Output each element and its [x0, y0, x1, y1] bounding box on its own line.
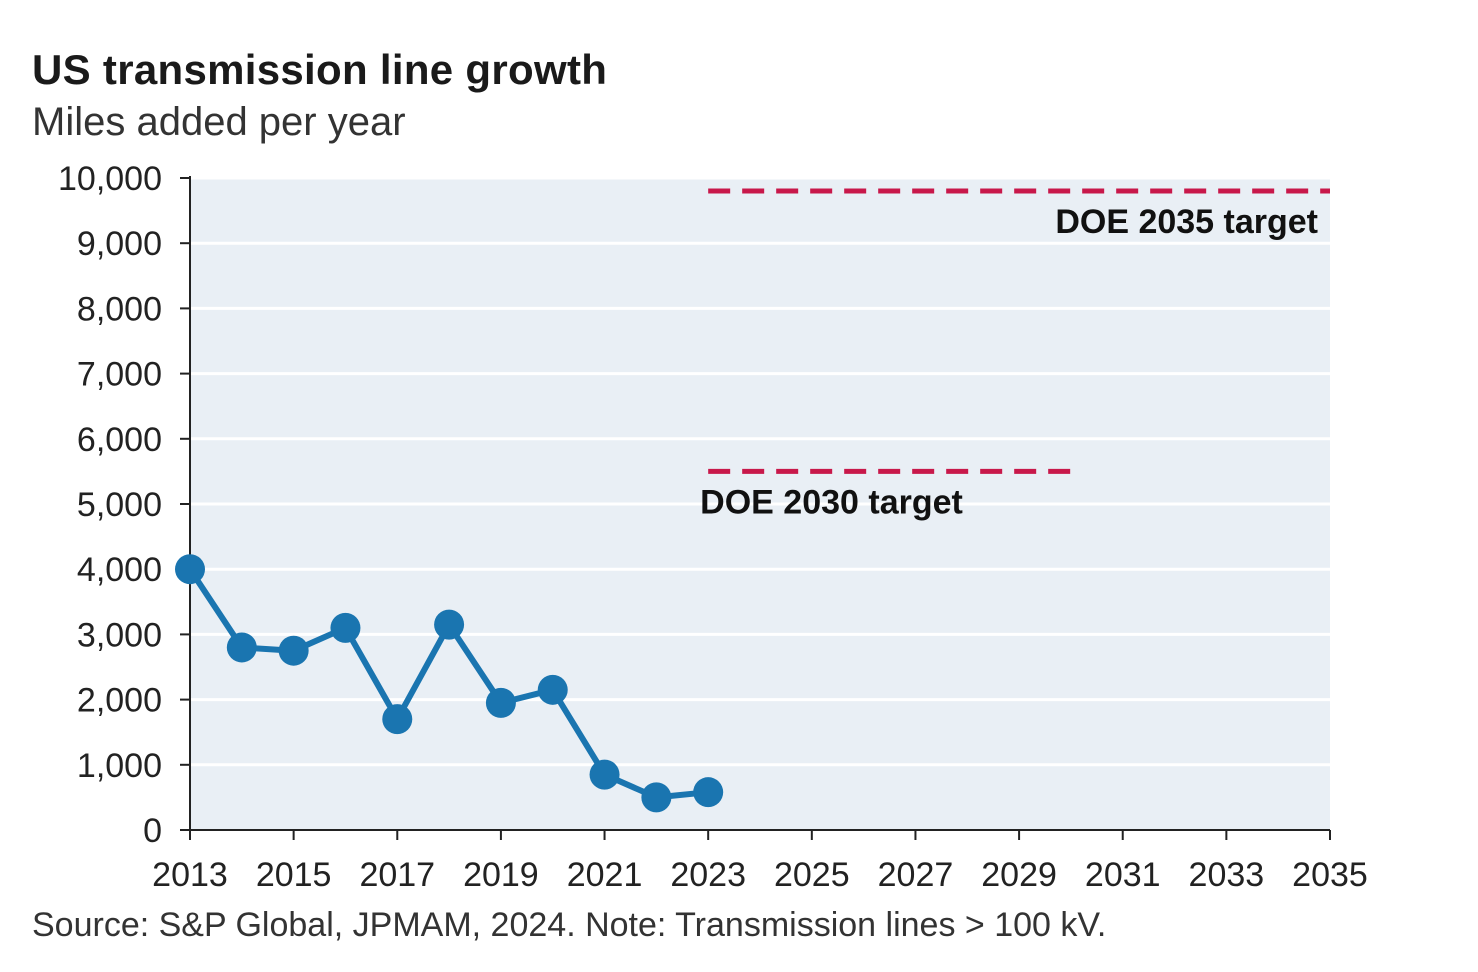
x-tick-label: 2035 — [1292, 856, 1368, 894]
axes: 0 1,000 2,000 3,000 4,000 5,000 6,000 7,000 8,00… — [58, 160, 1368, 894]
data-point-2021 — [589, 759, 620, 790]
data-point-2019 — [485, 687, 516, 718]
x-tick-label: 2013 — [152, 856, 228, 894]
x-tick-label: 2023 — [670, 856, 746, 894]
data-point-2015 — [278, 635, 309, 666]
y-tick-label: 6,000 — [77, 421, 162, 459]
x-tick-label: 2025 — [774, 856, 850, 894]
y-tick-label: 7,000 — [77, 356, 162, 394]
x-tick-label: 2019 — [463, 856, 539, 894]
data-point-2020 — [537, 674, 568, 705]
x-tick-label: 2021 — [567, 856, 643, 894]
target-lines: DOE 2035 target DOE 2030 target — [700, 188, 1330, 521]
x-tick-label: 2027 — [878, 856, 954, 894]
x-tick-label: 2017 — [359, 856, 435, 894]
data-point-2016 — [330, 612, 361, 643]
target-label-2030: DOE 2030 target — [700, 483, 963, 521]
grid-lines — [190, 176, 1330, 767]
y-tick-label: 9,000 — [77, 225, 162, 263]
y-tick-label: 3,000 — [77, 616, 162, 654]
y-tick-label: 10,000 — [58, 160, 162, 198]
y-tick-label: 5,000 — [77, 486, 162, 524]
x-tick-label: 2033 — [1189, 856, 1265, 894]
data-point-2017 — [382, 704, 413, 735]
target-label-2035: DOE 2035 target — [1055, 203, 1318, 241]
chart-source-note: Source: S&P Global, JPMAM, 2024. Note: T… — [32, 906, 1107, 944]
data-point-2014 — [226, 632, 257, 663]
y-tick-label: 0 — [143, 812, 162, 850]
y-tick-label: 1,000 — [77, 747, 162, 785]
data-point-2013 — [175, 554, 205, 585]
data-point-2022 — [641, 782, 672, 813]
data-point-2018 — [434, 609, 465, 640]
data-point-2023 — [693, 777, 724, 808]
x-tick-label: 2031 — [1085, 856, 1161, 894]
y-tick-label: 8,000 — [77, 290, 162, 328]
x-tick-label: 2015 — [256, 856, 332, 894]
chart-subtitle: Miles added per year — [32, 100, 406, 144]
y-tick-label: 4,000 — [77, 551, 162, 589]
y-tick-label: 2,000 — [77, 682, 162, 720]
chart-title: US transmission line growth — [32, 46, 608, 93]
x-tick-label: 2029 — [981, 856, 1057, 894]
data-series — [175, 554, 724, 813]
